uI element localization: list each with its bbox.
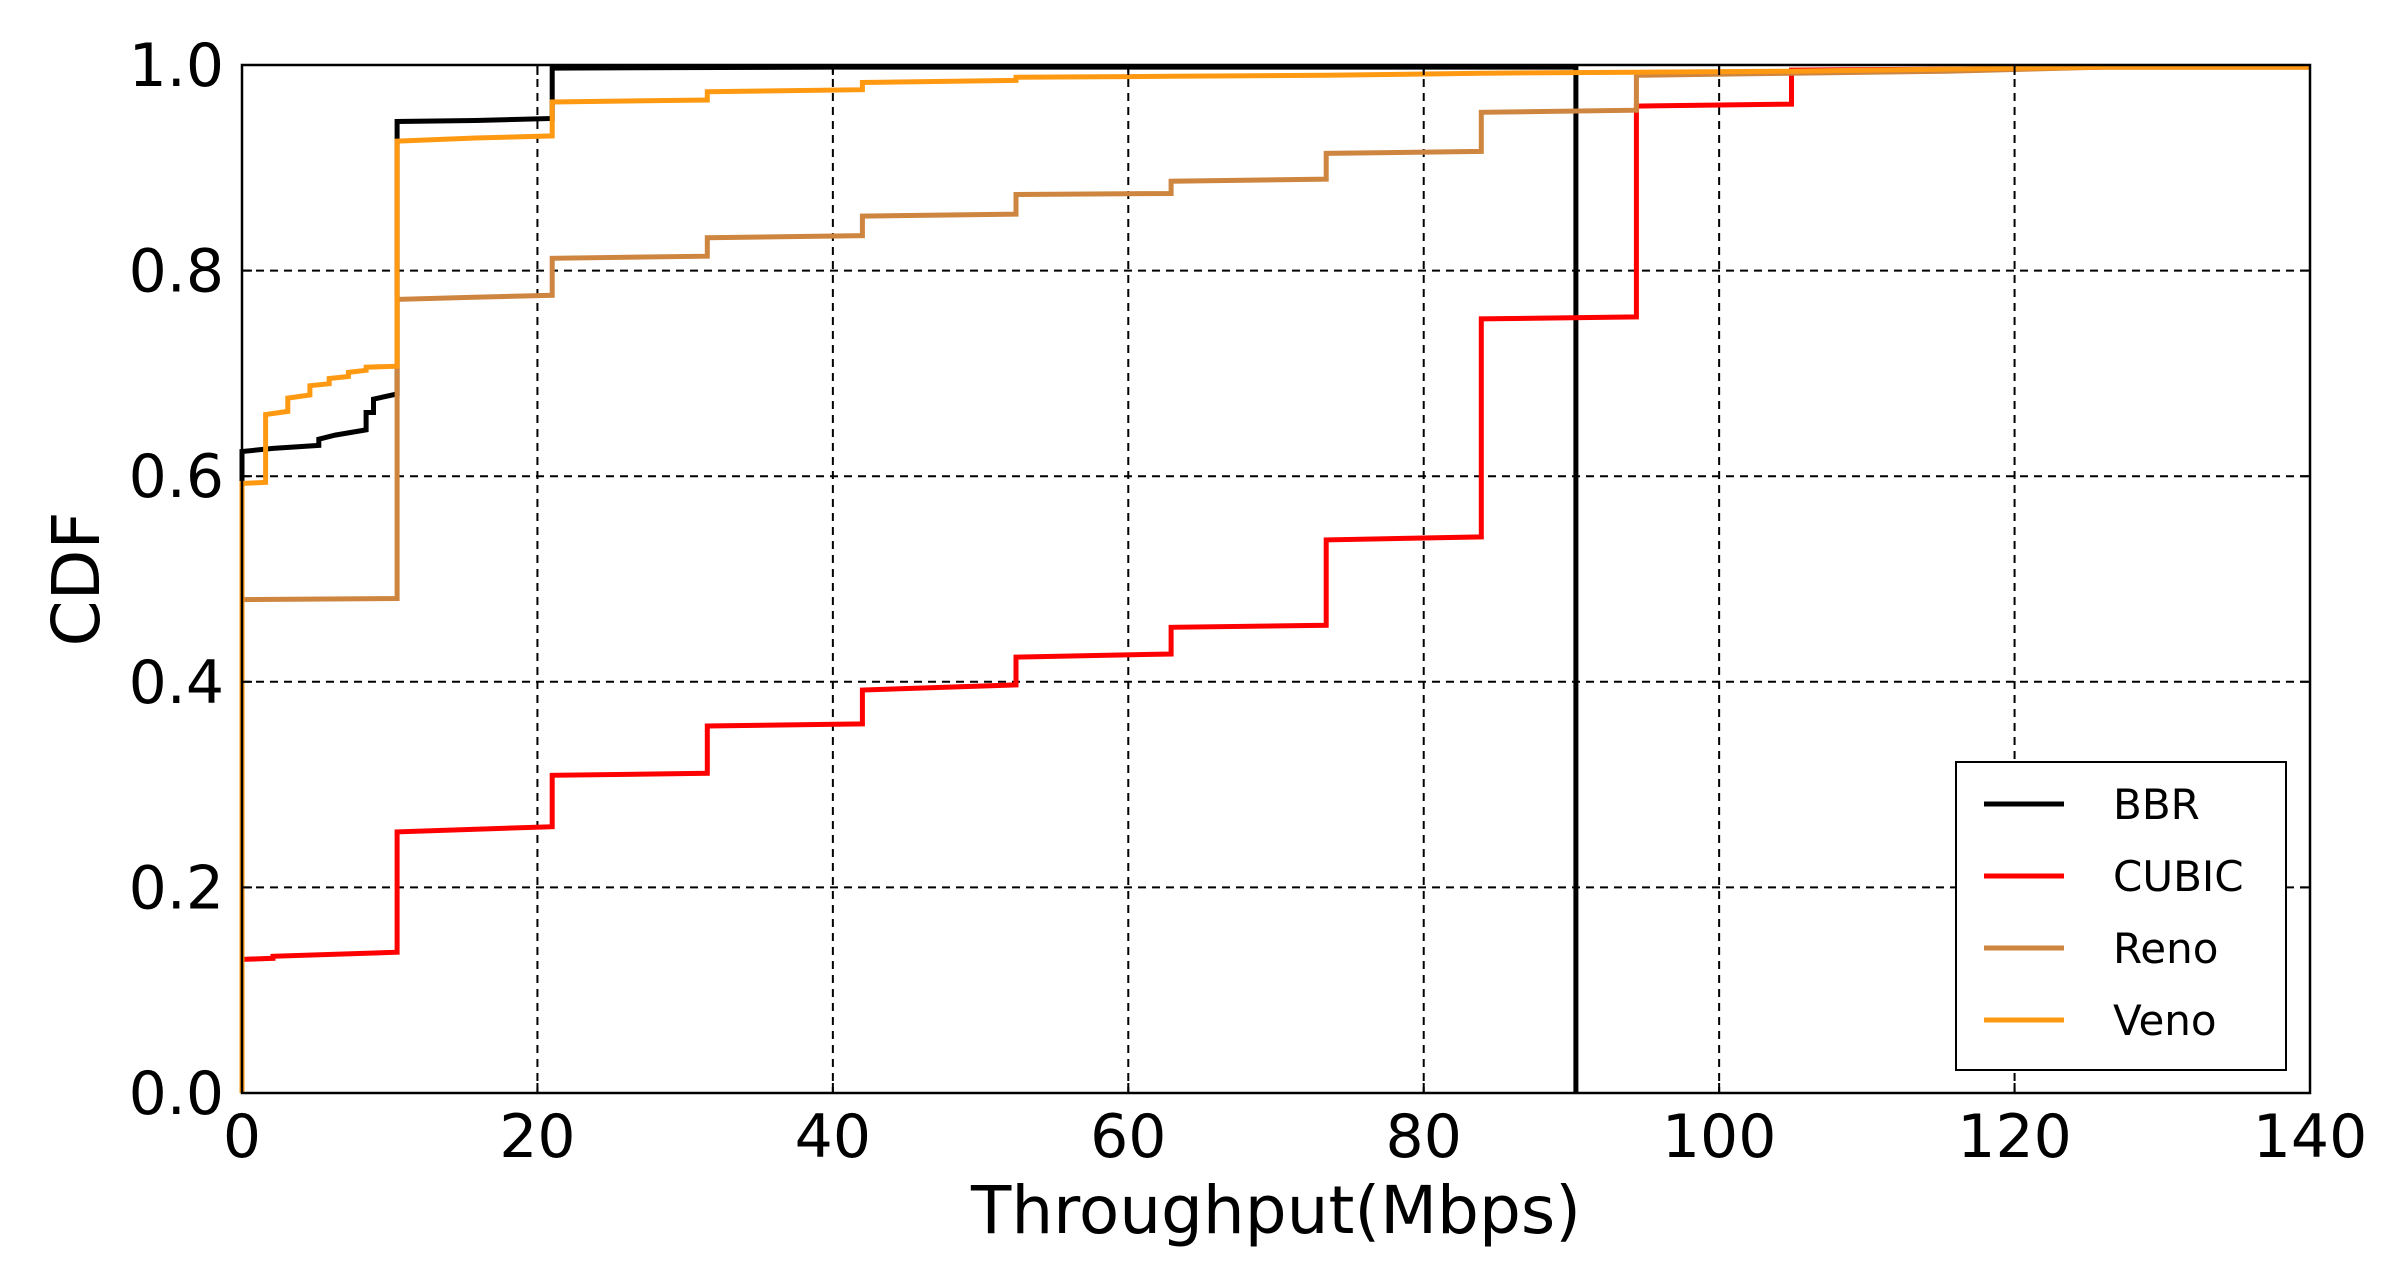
legend-label-bbr: BBR xyxy=(2113,780,2200,829)
y-tick-label: 0.0 xyxy=(129,1059,224,1129)
x-tick-label: 80 xyxy=(1386,1102,1462,1172)
y-tick-label: 0.8 xyxy=(129,237,224,307)
x-tick-label: 120 xyxy=(1957,1102,2072,1172)
y-axis-label: CDF xyxy=(38,512,115,647)
y-tick-label: 1.0 xyxy=(129,31,224,101)
x-tick-label: 40 xyxy=(795,1102,871,1172)
legend-label-cubic: CUBIC xyxy=(2113,852,2244,901)
x-tick-label: 20 xyxy=(499,1102,575,1172)
x-tick-labels: 0 20 40 60 80 100 120 140 xyxy=(223,1102,2367,1172)
x-tick-label: 0 xyxy=(223,1102,261,1172)
series-line-veno xyxy=(239,64,2310,1093)
x-tick-label: 140 xyxy=(2253,1102,2368,1172)
plot-frame xyxy=(240,63,2312,1095)
x-tick-label: 60 xyxy=(1090,1102,1166,1172)
x-tick-label: 100 xyxy=(1662,1102,1777,1172)
series-line-cubic xyxy=(239,64,2310,1093)
x-axis-label: Throughput(Mbps) xyxy=(970,1172,1581,1249)
series-line-reno xyxy=(239,64,2310,1093)
tick-marks xyxy=(241,64,2311,1094)
legend: BBR CUBIC Reno Veno xyxy=(1955,761,2287,1071)
series-lines xyxy=(239,64,2310,1093)
legend-label-veno: Veno xyxy=(2113,996,2217,1045)
y-tick-label: 0.4 xyxy=(129,648,224,718)
y-tick-labels: 0.0 0.2 0.4 0.6 0.8 1.0 xyxy=(129,31,224,1129)
y-tick-label: 0.2 xyxy=(129,853,224,923)
y-tick-label: 0.6 xyxy=(129,442,224,512)
legend-label-reno: Reno xyxy=(2113,924,2218,973)
series-line-bbr xyxy=(239,64,1579,1093)
